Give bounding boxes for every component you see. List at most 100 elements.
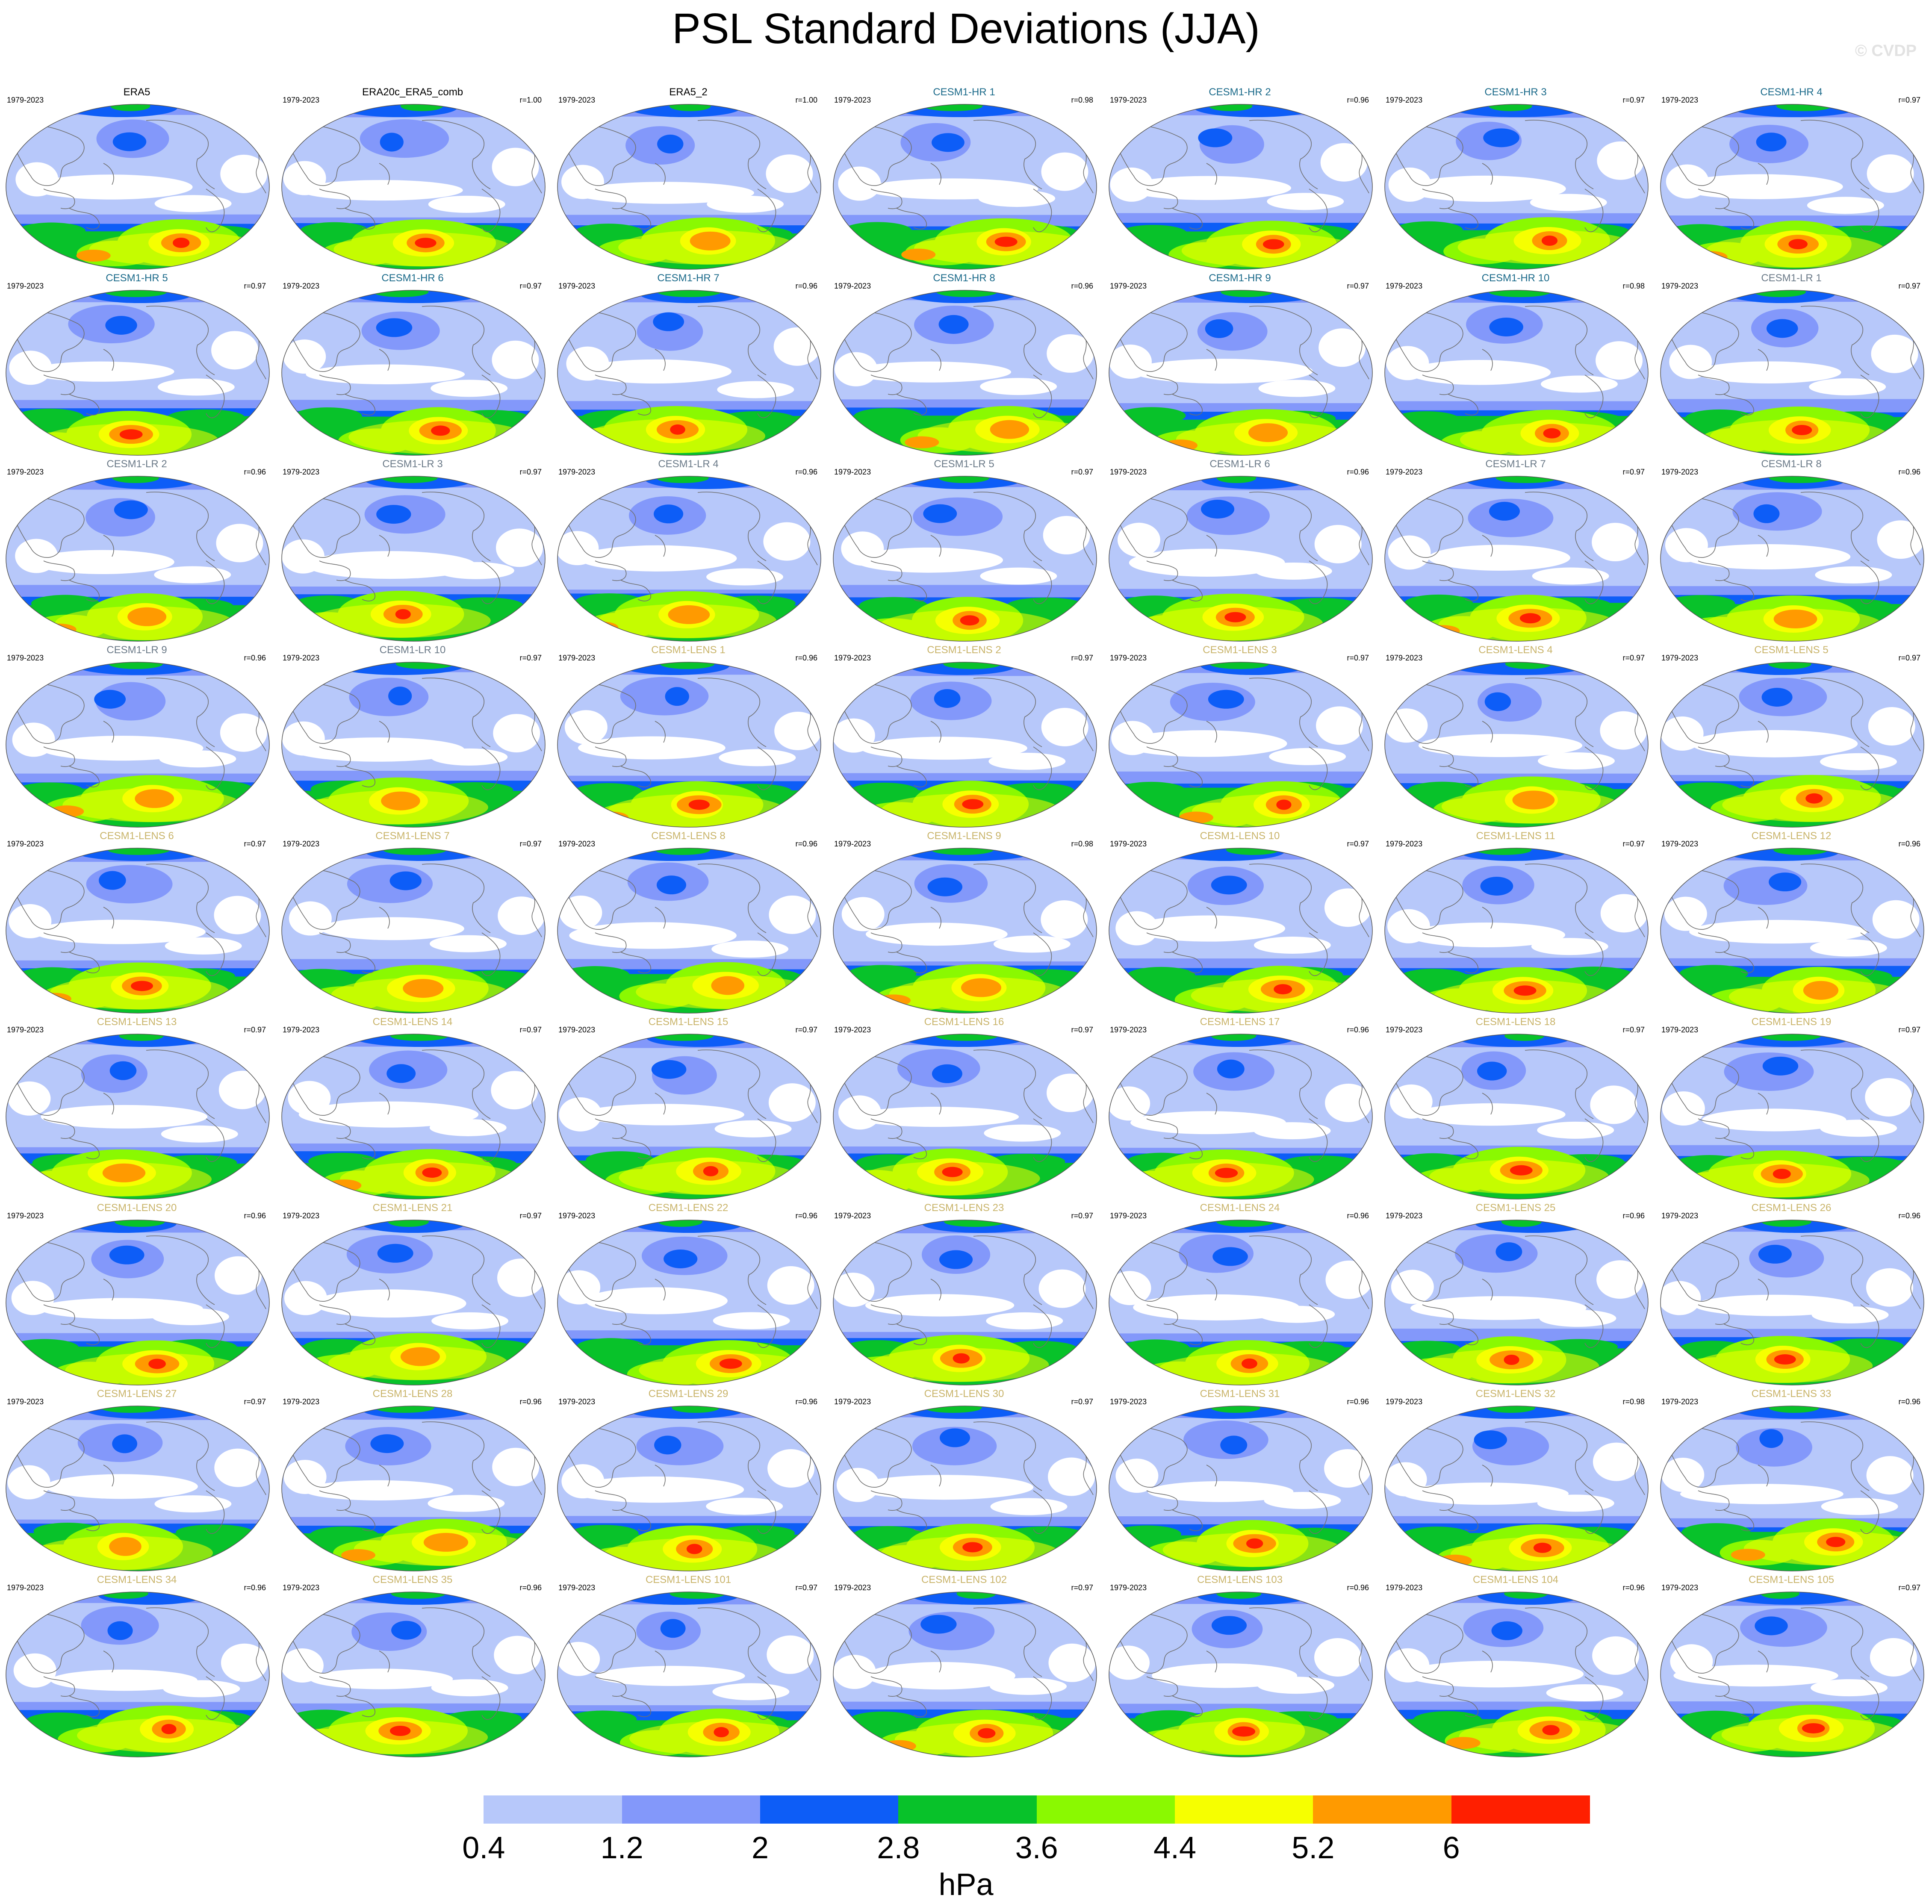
panel-years: 1979-2023 [283,1397,320,1406]
map-panel: 1979-2023 CESM1-LR 10 r=0.97 [276,642,549,828]
colorbar-tick-label: 1.2 [600,1831,643,1865]
colorbar-units: hPa [938,1868,994,1902]
panel-years: 1979-2023 [1386,1026,1423,1034]
panel-correlation: r=0.96 [244,654,266,662]
map-panel: 1979-2023 CESM1-HR 6 r=0.97 [276,270,549,456]
panel-correlation: r=0.96 [1347,96,1369,104]
panel-correlation: r=0.97 [1622,96,1645,104]
panel-years: 1979-2023 [283,840,320,848]
panel-years: 1979-2023 [1661,654,1699,662]
map-panel: 1979-2023 CESM1-LR 3 r=0.97 [276,456,549,642]
map-panel: 1979-2023 CESM1-HR 3 r=0.97 [1379,84,1652,270]
map-plot [6,1034,270,1200]
map-plot [1384,848,1649,1014]
map-plot [6,662,270,828]
panel-years: 1979-2023 [558,282,596,290]
panel-correlation: r=0.96 [244,1211,266,1220]
panel-years: 1979-2023 [7,1026,44,1034]
colorbar-ticks: 0.4 1.2 2 2.8 3.6 4.4 5.2 6 [0,1830,1932,1865]
colorbar-tick-label: 4.4 [1153,1831,1197,1865]
colorbar-box [1451,1795,1590,1824]
map-panel: 1979-2023 CESM1-LENS 35 r=0.96 [276,1571,549,1757]
panel-years: 1979-2023 [7,282,44,290]
panel-correlation: r=0.97 [1898,96,1920,104]
panel-correlation: r=0.97 [1071,1397,1093,1406]
panel-title: CESM1-LENS 14 [372,1016,453,1028]
colorbar-box [484,1795,622,1824]
panel-title: ERA5_2 [669,86,708,98]
panel-years: 1979-2023 [1661,840,1699,848]
panel-years: 1979-2023 [283,96,320,104]
map-panel: 1979-2023 CESM1-LENS 8 r=0.96 [552,828,825,1014]
panel-correlation: r=0.96 [1622,1211,1645,1220]
panel-title: CESM1-LENS 7 [375,830,450,842]
colorbar-box [898,1795,1037,1824]
map-panel: 1979-2023 CESM1-LR 9 r=0.96 [0,642,274,828]
map-panel: 1979-2023 CESM1-HR 7 r=0.96 [552,270,825,456]
map-panel: 1979-2023 CESM1-LENS 13 r=0.97 [0,1014,274,1200]
panel-correlation: r=0.97 [795,1026,817,1034]
panel-correlation: r=0.96 [1898,1211,1920,1220]
map-panel: 1979-2023 ERA5 [0,84,274,270]
panel-correlation: r=0.97 [1071,654,1093,662]
panel-years: 1979-2023 [558,1026,596,1034]
map-plot [1660,290,1924,456]
map-panel: 1979-2023 CESM1-LENS 4 r=0.97 [1379,642,1652,828]
panel-years: 1979-2023 [1661,1026,1699,1034]
map-plot [1660,1220,1924,1385]
map-panel: 1979-2023 CESM1-LENS 26 r=0.96 [1655,1200,1928,1385]
panel-correlation: r=0.97 [519,282,542,290]
map-plot [1109,848,1373,1014]
map-panel: 1979-2023 CESM1-LENS 23 r=0.97 [827,1200,1101,1385]
map-panel: 1979-2023 CESM1-HR 5 r=0.97 [0,270,274,456]
panel-correlation: r=0.97 [1071,468,1093,476]
map-panel: 1979-2023 CESM1-LENS 6 r=0.97 [0,828,274,1014]
panel-years: 1979-2023 [1110,840,1147,848]
panel-title: CESM1-LR 5 [934,458,994,470]
panel-correlation: r=0.96 [1347,1211,1369,1220]
panel-years: 1979-2023 [1386,654,1423,662]
panel-title: CESM1-LENS 17 [1200,1016,1280,1028]
colorbar-tick-label: 0.4 [462,1831,505,1865]
panel-title: ERA5 [123,86,150,98]
map-panel: 1979-2023 CESM1-LENS 34 r=0.96 [0,1571,274,1757]
panel-correlation: r=0.96 [1347,468,1369,476]
panel-correlation: r=0.97 [244,282,266,290]
panel-years: 1979-2023 [834,96,871,104]
colorbar [345,1795,1590,1824]
panel-years: 1979-2023 [1110,468,1147,476]
panel-title: CESM1-HR 5 [106,272,168,284]
map-plot [833,1220,1097,1385]
map-panel: 1979-2023 CESM1-LENS 2 r=0.97 [827,642,1101,828]
map-panel: 1979-2023 CESM1-LENS 3 r=0.97 [1103,642,1377,828]
map-panel: 1979-2023 CESM1-LENS 104 r=0.96 [1379,1571,1652,1757]
panel-correlation: r=0.96 [795,1211,817,1220]
panel-correlation: r=0.96 [519,1583,542,1592]
panel-years: 1979-2023 [558,1211,596,1220]
panel-title: CESM1-LENS 26 [1751,1202,1832,1214]
panel-title: CESM1-LENS 102 [921,1574,1007,1586]
panel-correlation: r=0.96 [1898,840,1920,848]
panel-title: CESM1-LENS 32 [1475,1388,1556,1400]
panel-years: 1979-2023 [1386,1397,1423,1406]
map-panel: 1979-2023 CESM1-HR 4 r=0.97 [1655,84,1928,270]
map-plot [1109,290,1373,456]
panel-correlation: r=0.96 [244,468,266,476]
panel-years: 1979-2023 [283,1583,320,1592]
map-plot [281,1592,546,1757]
panel-years: 1979-2023 [283,282,320,290]
panel-years: 1979-2023 [1110,282,1147,290]
colorbar-tick-label: 6 [1442,1831,1460,1865]
panel-correlation: r=0.97 [519,1026,542,1034]
map-plot [281,1220,546,1385]
panel-years: 1979-2023 [834,282,871,290]
panel-correlation: r=0.98 [1622,1397,1645,1406]
map-panel: 1979-2023 CESM1-LENS 24 r=0.96 [1103,1200,1377,1385]
map-panel: 1979-2023 CESM1-HR 1 r=0.98 [827,84,1101,270]
panel-title: CESM1-HR 7 [657,272,720,284]
map-plot [557,848,821,1014]
map-panel: 1979-2023 CESM1-LENS 101 r=0.97 [552,1571,825,1757]
panel-years: 1979-2023 [834,654,871,662]
panel-correlation: r=0.97 [1622,468,1645,476]
panel-title: CESM1-LENS 11 [1476,830,1555,842]
